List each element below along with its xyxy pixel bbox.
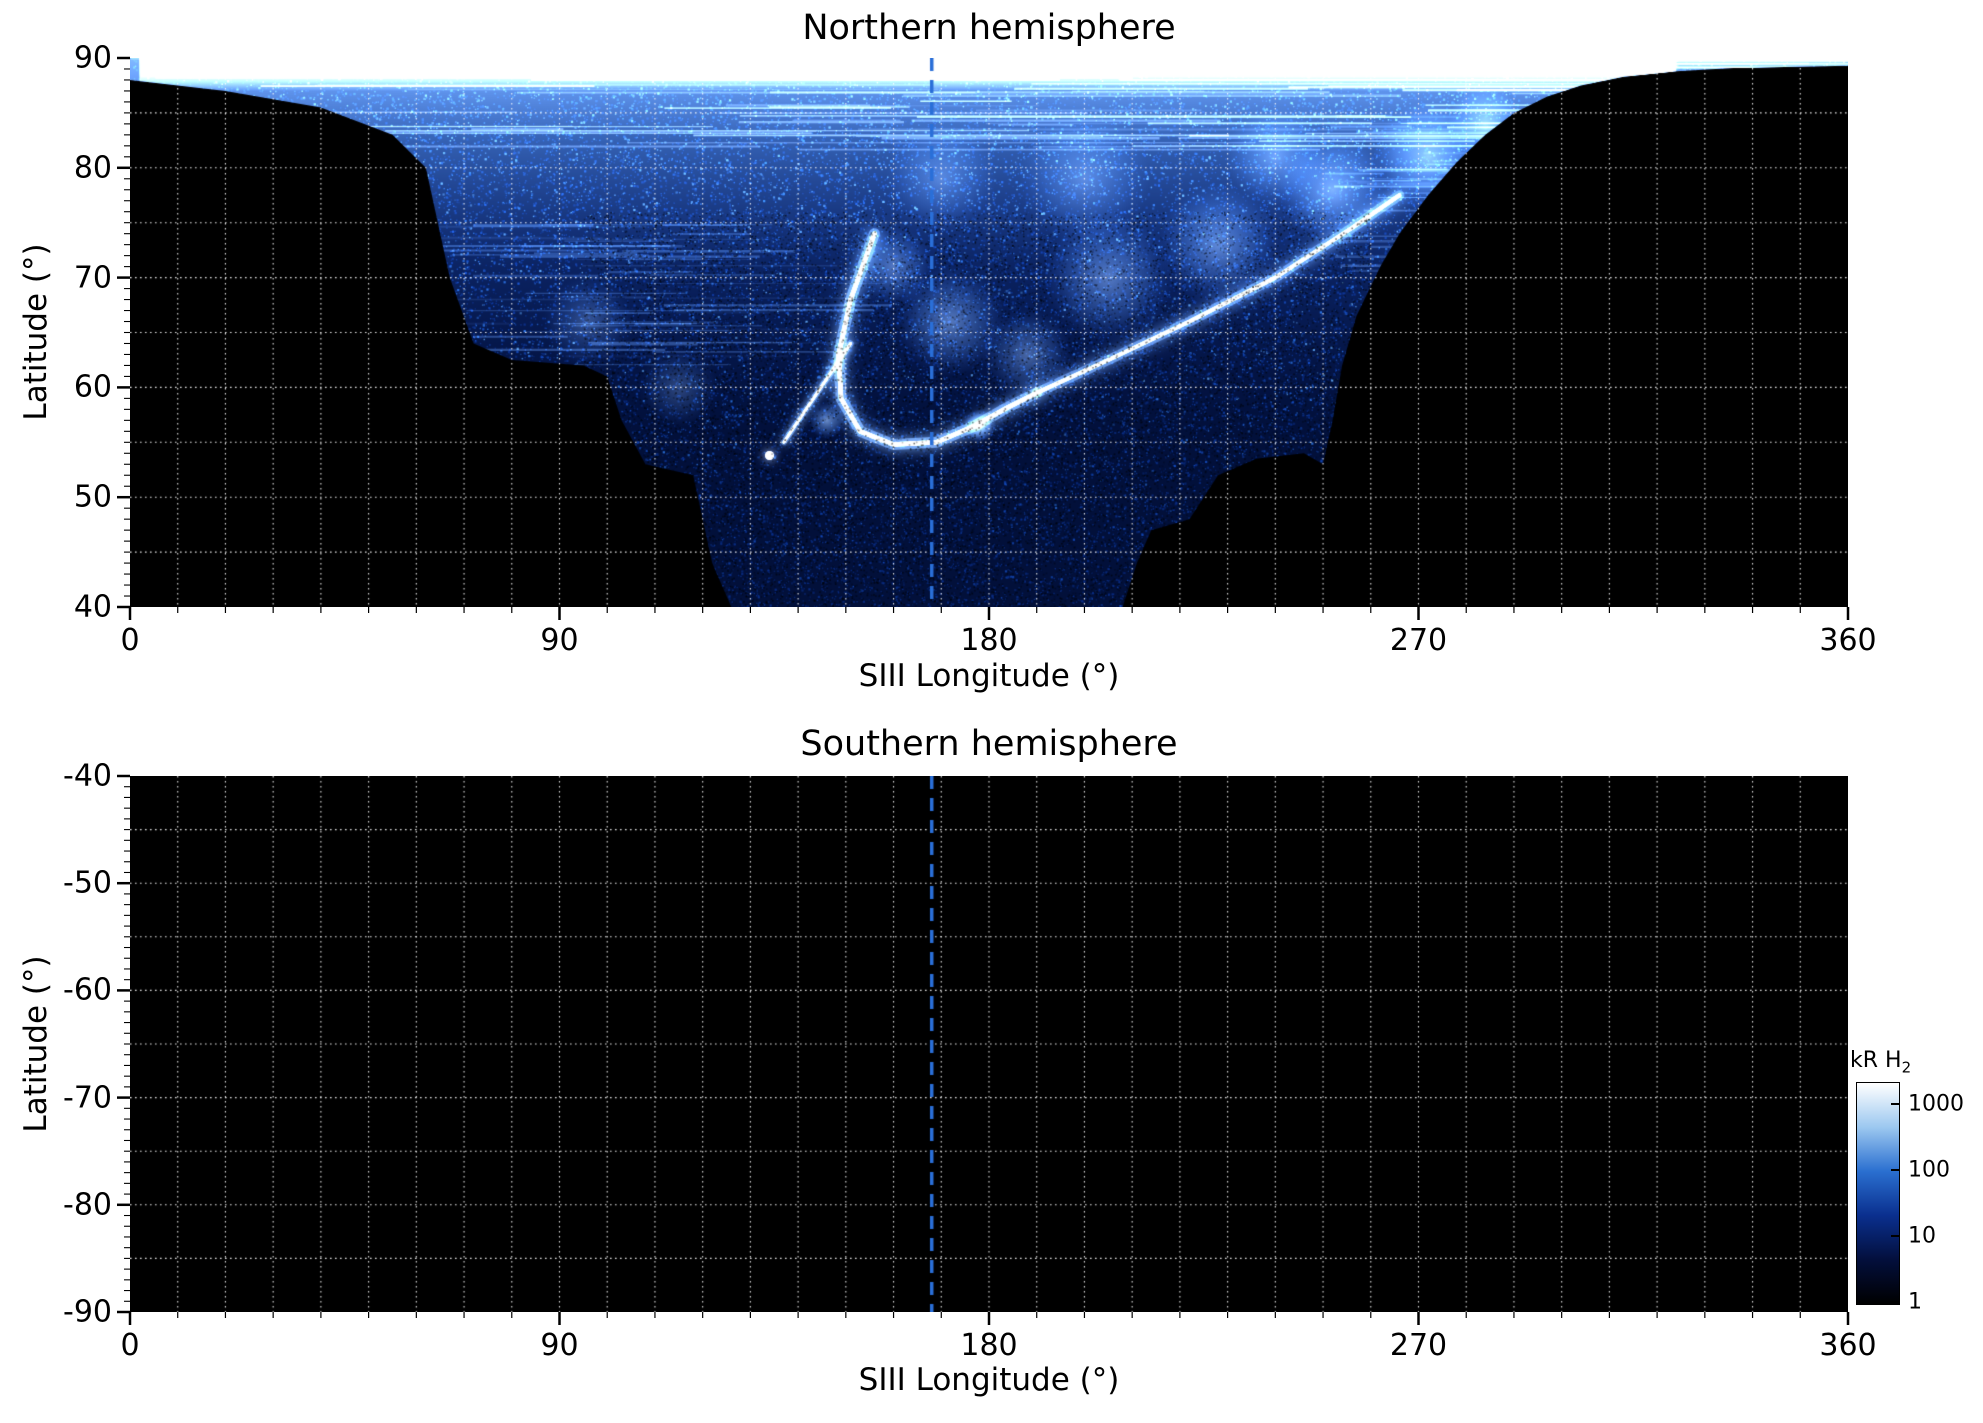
- y-tick-label: -90: [63, 1294, 112, 1330]
- y-tick-label: 50: [73, 479, 112, 515]
- colorbar-tick-label: 100: [1908, 1157, 1950, 1183]
- y-tick-label: 70: [73, 260, 112, 296]
- south-x-axis-label: SIII Longitude (°): [858, 1362, 1120, 1398]
- x-tick-label: 90: [540, 1328, 579, 1363]
- north-panel-title: Northern hemisphere: [802, 8, 1176, 48]
- x-tick-label: 360: [1819, 1328, 1877, 1363]
- colorbar-tick-label: 1: [1908, 1289, 1922, 1315]
- south-plot-canvas: [130, 776, 1848, 1312]
- x-tick-label: 360: [1819, 623, 1877, 658]
- colorbar-tick-label: 10: [1908, 1223, 1936, 1249]
- colorbar-title-sub: 2: [1901, 1058, 1912, 1077]
- x-tick-label: 270: [1389, 1328, 1448, 1363]
- y-tick-label: 40: [73, 589, 112, 625]
- south-y-axis-label: Latitude (°): [18, 955, 54, 1133]
- y-tick-label: -70: [63, 1080, 112, 1116]
- colorbar-title: kR H2: [1850, 1048, 1911, 1076]
- x-tick-label: 270: [1389, 623, 1448, 658]
- y-tick-label: -80: [63, 1187, 112, 1223]
- colorbar-title-main: kR H: [1850, 1048, 1902, 1073]
- colorbar-tick-mark: [1891, 1301, 1900, 1303]
- colorbar-tick-label: 1000: [1908, 1091, 1964, 1117]
- y-tick-label: -60: [63, 972, 112, 1008]
- y-tick-label: -50: [63, 865, 112, 901]
- y-tick-label: -40: [63, 758, 112, 794]
- colorbar-tick-mark: [1891, 1103, 1900, 1105]
- x-tick-label: 180: [960, 623, 1018, 658]
- x-tick-label: 0: [120, 623, 140, 658]
- y-tick-label: 80: [73, 150, 112, 186]
- y-tick-label: 60: [73, 369, 112, 405]
- north-y-axis-label: Latitude (°): [18, 243, 54, 421]
- colorbar-tick-mark: [1891, 1235, 1900, 1237]
- north-plot-canvas: [130, 58, 1848, 607]
- x-tick-label: 180: [960, 1328, 1018, 1363]
- colorbar-tick-mark: [1891, 1169, 1900, 1171]
- y-tick-label: 90: [73, 40, 112, 76]
- south-panel-title: Southern hemisphere: [800, 724, 1178, 764]
- x-tick-label: 90: [540, 623, 579, 658]
- colorbar-gradient: [1856, 1082, 1900, 1305]
- x-tick-label: 0: [120, 1328, 140, 1363]
- north-x-axis-label: SIII Longitude (°): [858, 658, 1120, 694]
